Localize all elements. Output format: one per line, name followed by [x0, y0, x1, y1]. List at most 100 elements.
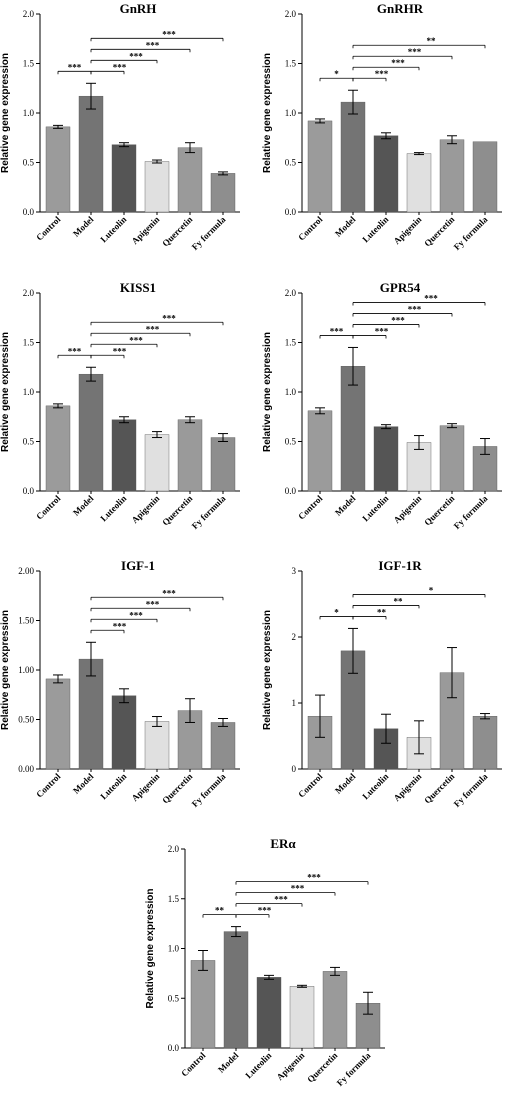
x-tick-label: Apigenin [392, 214, 424, 246]
bar-apigenin [406, 153, 432, 213]
y-tick-label: 0.0 [23, 207, 35, 217]
y-tick-label: 1.5 [285, 338, 297, 348]
bar-fy-formula [210, 437, 236, 492]
x-tick-label: Luteolin [243, 1050, 273, 1080]
bar-quercetin [322, 971, 348, 1049]
x-tick-label: Apigenin [392, 771, 424, 803]
significance-label: *** [375, 69, 389, 79]
significance-label: *** [113, 346, 127, 356]
bar-quercetin [439, 425, 465, 492]
bar-control [307, 410, 333, 492]
chart-panel-3: KISS1 Relative gene expression 0.0 0.5 1.0 1.… [0, 280, 240, 531]
y-tick-label: 1.0 [23, 387, 35, 397]
y-tick-label: 0.5 [168, 993, 180, 1003]
bar-apigenin [144, 434, 170, 492]
x-tick-label: Quercetin [422, 771, 456, 805]
x-tick-label: Luteolin [98, 493, 128, 523]
x-tick-label: Apigenin [130, 214, 162, 246]
significance-label: *** [258, 906, 272, 916]
bar-apigenin [406, 442, 432, 492]
y-tick-label: 2.0 [23, 9, 35, 19]
significance-label: *** [129, 335, 143, 345]
x-tick-label: Model [333, 214, 358, 239]
y-tick-label: 2.0 [168, 844, 180, 854]
bar-quercetin [439, 139, 465, 213]
y-tick-label: 1.0 [23, 108, 35, 118]
y-tick-label: 0.0 [168, 1043, 180, 1053]
y-axis-label: Relative gene expression [262, 53, 273, 173]
chart-panel-1: GnRH Relative gene expression 0.0 0.5 1.0 1.5… [0, 1, 240, 252]
x-tick-label: Luteolin [360, 771, 390, 801]
significance-label: * [334, 69, 339, 79]
significance-label: ** [215, 906, 225, 916]
x-tick-label: Fy formula [452, 214, 490, 252]
bar-luteolin [111, 144, 137, 213]
y-tick-label: 1.5 [168, 894, 180, 904]
significance-label: *** [68, 346, 82, 356]
chart-title: GnRH [120, 1, 157, 16]
x-tick-label: Apigenin [130, 493, 162, 525]
y-tick-label: 1.0 [168, 944, 180, 954]
x-tick-label: Fy formula [452, 771, 490, 809]
x-tick-label: Luteolin [360, 214, 390, 244]
y-axis-label: Relative gene expression [262, 332, 273, 452]
x-tick-label: Fy formula [190, 771, 228, 809]
y-tick-label: 2.0 [285, 288, 297, 298]
bar-apigenin [144, 161, 170, 213]
x-tick-label: Model [71, 493, 96, 518]
chart-title: GnRHR [377, 1, 424, 16]
x-tick-label: Model [216, 1050, 241, 1075]
y-tick-label: 3 [292, 566, 297, 576]
bar-model [223, 931, 249, 1049]
significance-label: *** [408, 304, 422, 314]
bar-luteolin [256, 977, 282, 1049]
y-tick-label: 2.0 [285, 9, 297, 19]
bar-luteolin [111, 695, 137, 770]
x-tick-label: Model [333, 493, 358, 518]
y-tick-label: 2.00 [18, 566, 34, 576]
significance-label: *** [274, 895, 288, 905]
y-tick-label: 1.5 [23, 59, 35, 69]
y-tick-label: 1.5 [285, 59, 297, 69]
bar-control [45, 678, 71, 770]
x-tick-label: Control [34, 771, 63, 800]
bar-luteolin [373, 135, 399, 213]
x-tick-label: Control [179, 1050, 208, 1079]
bar-luteolin [373, 426, 399, 492]
x-tick-label: Luteolin [360, 493, 390, 523]
y-tick-label: 0.0 [285, 486, 297, 496]
bar-control [45, 405, 71, 492]
y-axis-label: Relative gene expression [0, 53, 11, 173]
bar-control [190, 960, 216, 1049]
bar-model [340, 366, 366, 492]
y-axis-label: Relative gene expression [0, 332, 11, 452]
bar-fy-formula [472, 716, 498, 770]
y-tick-label: 0.5 [285, 158, 297, 168]
significance-label: *** [424, 293, 438, 303]
significance-label: *** [391, 315, 405, 325]
y-tick-label: 2 [292, 632, 297, 642]
bar-model [78, 95, 104, 213]
y-axis-label: Relative gene expression [145, 888, 156, 1008]
y-tick-label: 0.0 [23, 486, 35, 496]
y-tick-label: 0.5 [23, 437, 35, 447]
chart-panel-7: ERα Relative gene expression 0.0 0.5 1.0 1.5 2… [145, 836, 385, 1088]
x-tick-label: Fy formula [335, 1050, 373, 1088]
significance-label: ** [377, 607, 387, 617]
chart-title: GPR54 [380, 280, 421, 295]
x-tick-label: Control [296, 493, 325, 522]
chart-panel-2: GnRHR Relative gene expression 0.0 0.5 1.0 1.… [262, 1, 502, 252]
significance-label: *** [307, 873, 321, 883]
significance-label: *** [129, 610, 143, 620]
significance-label: * [429, 585, 434, 595]
chart-title: ERα [270, 836, 296, 851]
significance-label: *** [146, 324, 160, 334]
y-axis-label: Relative gene expression [262, 610, 273, 730]
y-tick-label: 1.50 [18, 616, 34, 626]
bar-control [307, 120, 333, 213]
significance-label: *** [113, 621, 127, 631]
significance-label: *** [162, 588, 176, 598]
significance-label: *** [146, 599, 160, 609]
significance-label: *** [146, 40, 160, 50]
